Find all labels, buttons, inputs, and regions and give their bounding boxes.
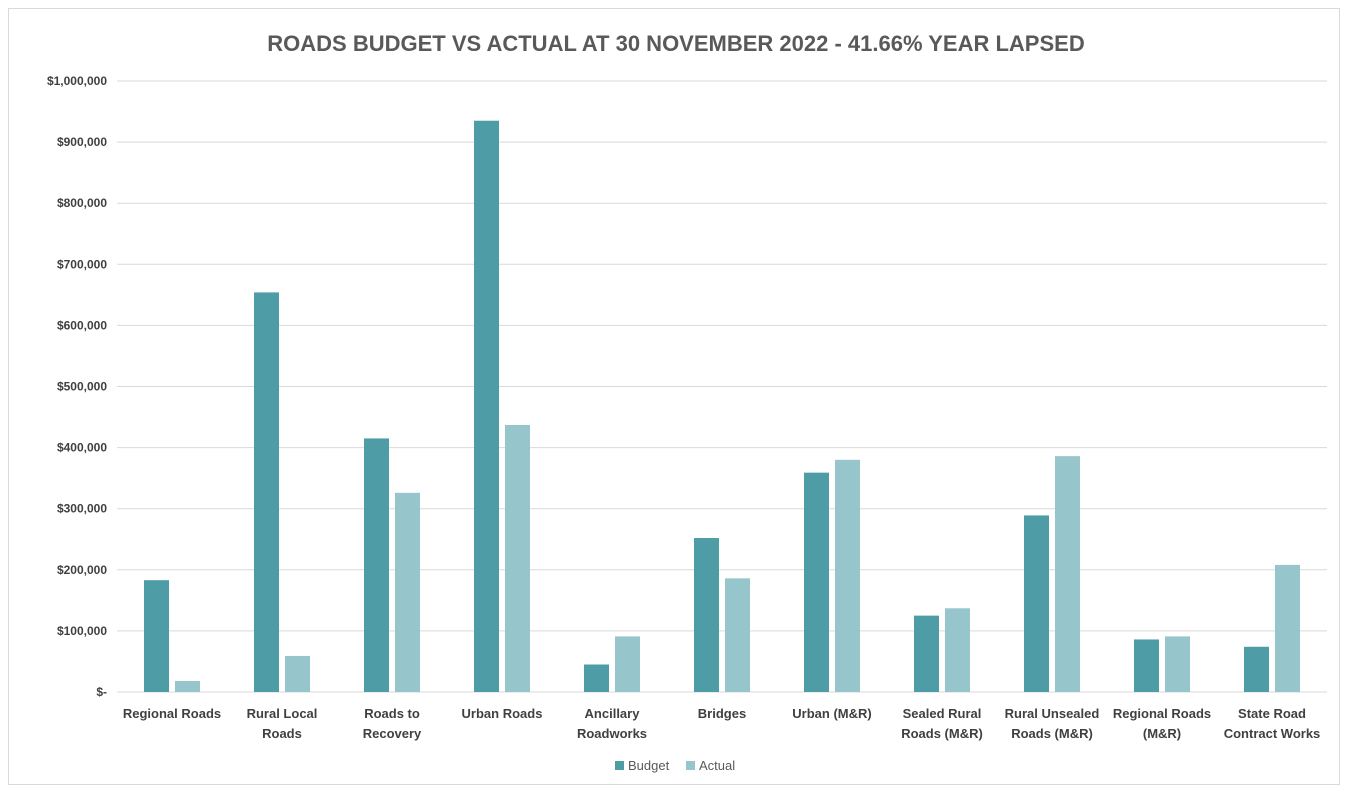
chart-title: ROADS BUDGET VS ACTUAL AT 30 NOVEMBER 20… [267, 31, 1084, 56]
bar-budget [364, 438, 389, 692]
bar-actual [505, 424, 530, 692]
y-tick-label: $300,000 [57, 502, 107, 516]
y-tick-label: $700,000 [57, 257, 107, 271]
y-tick-label: $200,000 [57, 563, 107, 577]
bar-actual [175, 681, 200, 692]
bar-actual [725, 578, 750, 692]
x-tick-label-line: Regional Roads [1113, 706, 1211, 721]
bar-budget [1134, 639, 1159, 692]
bar-budget [144, 580, 169, 692]
x-tick-label-line: Rural Unsealed [1005, 706, 1100, 721]
x-tick-label-line: Roadworks [577, 726, 647, 741]
x-tick-label-line: Bridges [698, 706, 746, 721]
x-tick-label: Sealed Rural Roads (M&R) [901, 706, 983, 741]
bar-budget [914, 615, 939, 692]
x-tick-label-line: Urban Roads [462, 706, 543, 721]
y-tick-label: $400,000 [57, 441, 107, 455]
legend-label-budget: Budget [628, 758, 670, 773]
y-tick-label: $100,000 [57, 624, 107, 638]
legend: Budget Actual [615, 758, 735, 773]
bar-actual [395, 492, 420, 692]
x-tick-label-line: Roads (M&R) [901, 726, 983, 741]
bar-actual [285, 655, 310, 692]
bar-actual [1055, 456, 1080, 692]
y-tick-label: $- [96, 685, 107, 699]
y-tick-label: $600,000 [57, 318, 107, 332]
x-tick-label-line: Ancillary [585, 706, 641, 721]
gridlines [117, 80, 1327, 693]
x-tick-label-line: Rural Local [247, 706, 318, 721]
x-tick-label: Urban (M&R) [792, 706, 871, 721]
x-tick-label: Urban Roads [462, 706, 543, 721]
chart-frame: ROADS BUDGET VS ACTUAL AT 30 NOVEMBER 20… [8, 8, 1340, 785]
bar-actual [1165, 636, 1190, 692]
x-tick-label-line: Roads [262, 726, 302, 741]
y-tick-label: $900,000 [57, 135, 107, 149]
x-tick-label: Rural Local Roads [247, 706, 318, 741]
x-axis-labels: Regional Roads Rural Local Roads Roads to Re… [123, 706, 1320, 741]
x-tick-label-line: Roads to [364, 706, 420, 721]
bar-budget [804, 472, 829, 692]
x-tick-label-line: State Road [1238, 706, 1306, 721]
x-tick-label: Bridges [698, 706, 746, 721]
bar-actual [835, 459, 860, 692]
y-axis-ticks: $- $100,000 $200,000 $300,000 $400,000 $500,0… [47, 74, 107, 699]
legend-swatch-actual [686, 761, 695, 770]
bar-actual [1275, 564, 1300, 692]
x-tick-label-line: Sealed Rural [903, 706, 982, 721]
legend-label-actual: Actual [699, 758, 735, 773]
x-tick-label: Rural Unsealed Roads (M&R) [1005, 706, 1100, 741]
bar-actual [615, 636, 640, 692]
x-tick-label: Regional Roads [123, 706, 221, 721]
x-tick-label: State Road Contract Works [1224, 706, 1321, 741]
y-tick-label: $500,000 [57, 380, 107, 394]
bar-actual [945, 608, 970, 692]
bars [144, 120, 1300, 693]
y-tick-label: $800,000 [57, 196, 107, 210]
bar-budget [474, 120, 499, 693]
x-tick-label-line: Recovery [363, 726, 422, 741]
x-tick-label: Regional Roads (M&R) [1113, 706, 1211, 741]
x-tick-label-line: Roads (M&R) [1011, 726, 1093, 741]
legend-swatch-budget [615, 761, 624, 770]
bar-budget [584, 664, 609, 692]
bar-budget [694, 538, 719, 692]
y-tick-label: $1,000,000 [47, 74, 107, 88]
bar-budget [1024, 515, 1049, 692]
bar-budget [1244, 646, 1269, 692]
x-tick-label-line: Contract Works [1224, 726, 1321, 741]
x-tick-label: Ancillary Roadworks [577, 706, 647, 741]
x-tick-label-line: (M&R) [1143, 726, 1181, 741]
bar-chart: ROADS BUDGET VS ACTUAL AT 30 NOVEMBER 20… [47, 31, 1327, 773]
x-tick-label-line: Urban (M&R) [792, 706, 871, 721]
bar-budget [254, 292, 279, 692]
x-tick-label-line: Regional Roads [123, 706, 221, 721]
x-tick-label: Roads to Recovery [363, 706, 422, 741]
